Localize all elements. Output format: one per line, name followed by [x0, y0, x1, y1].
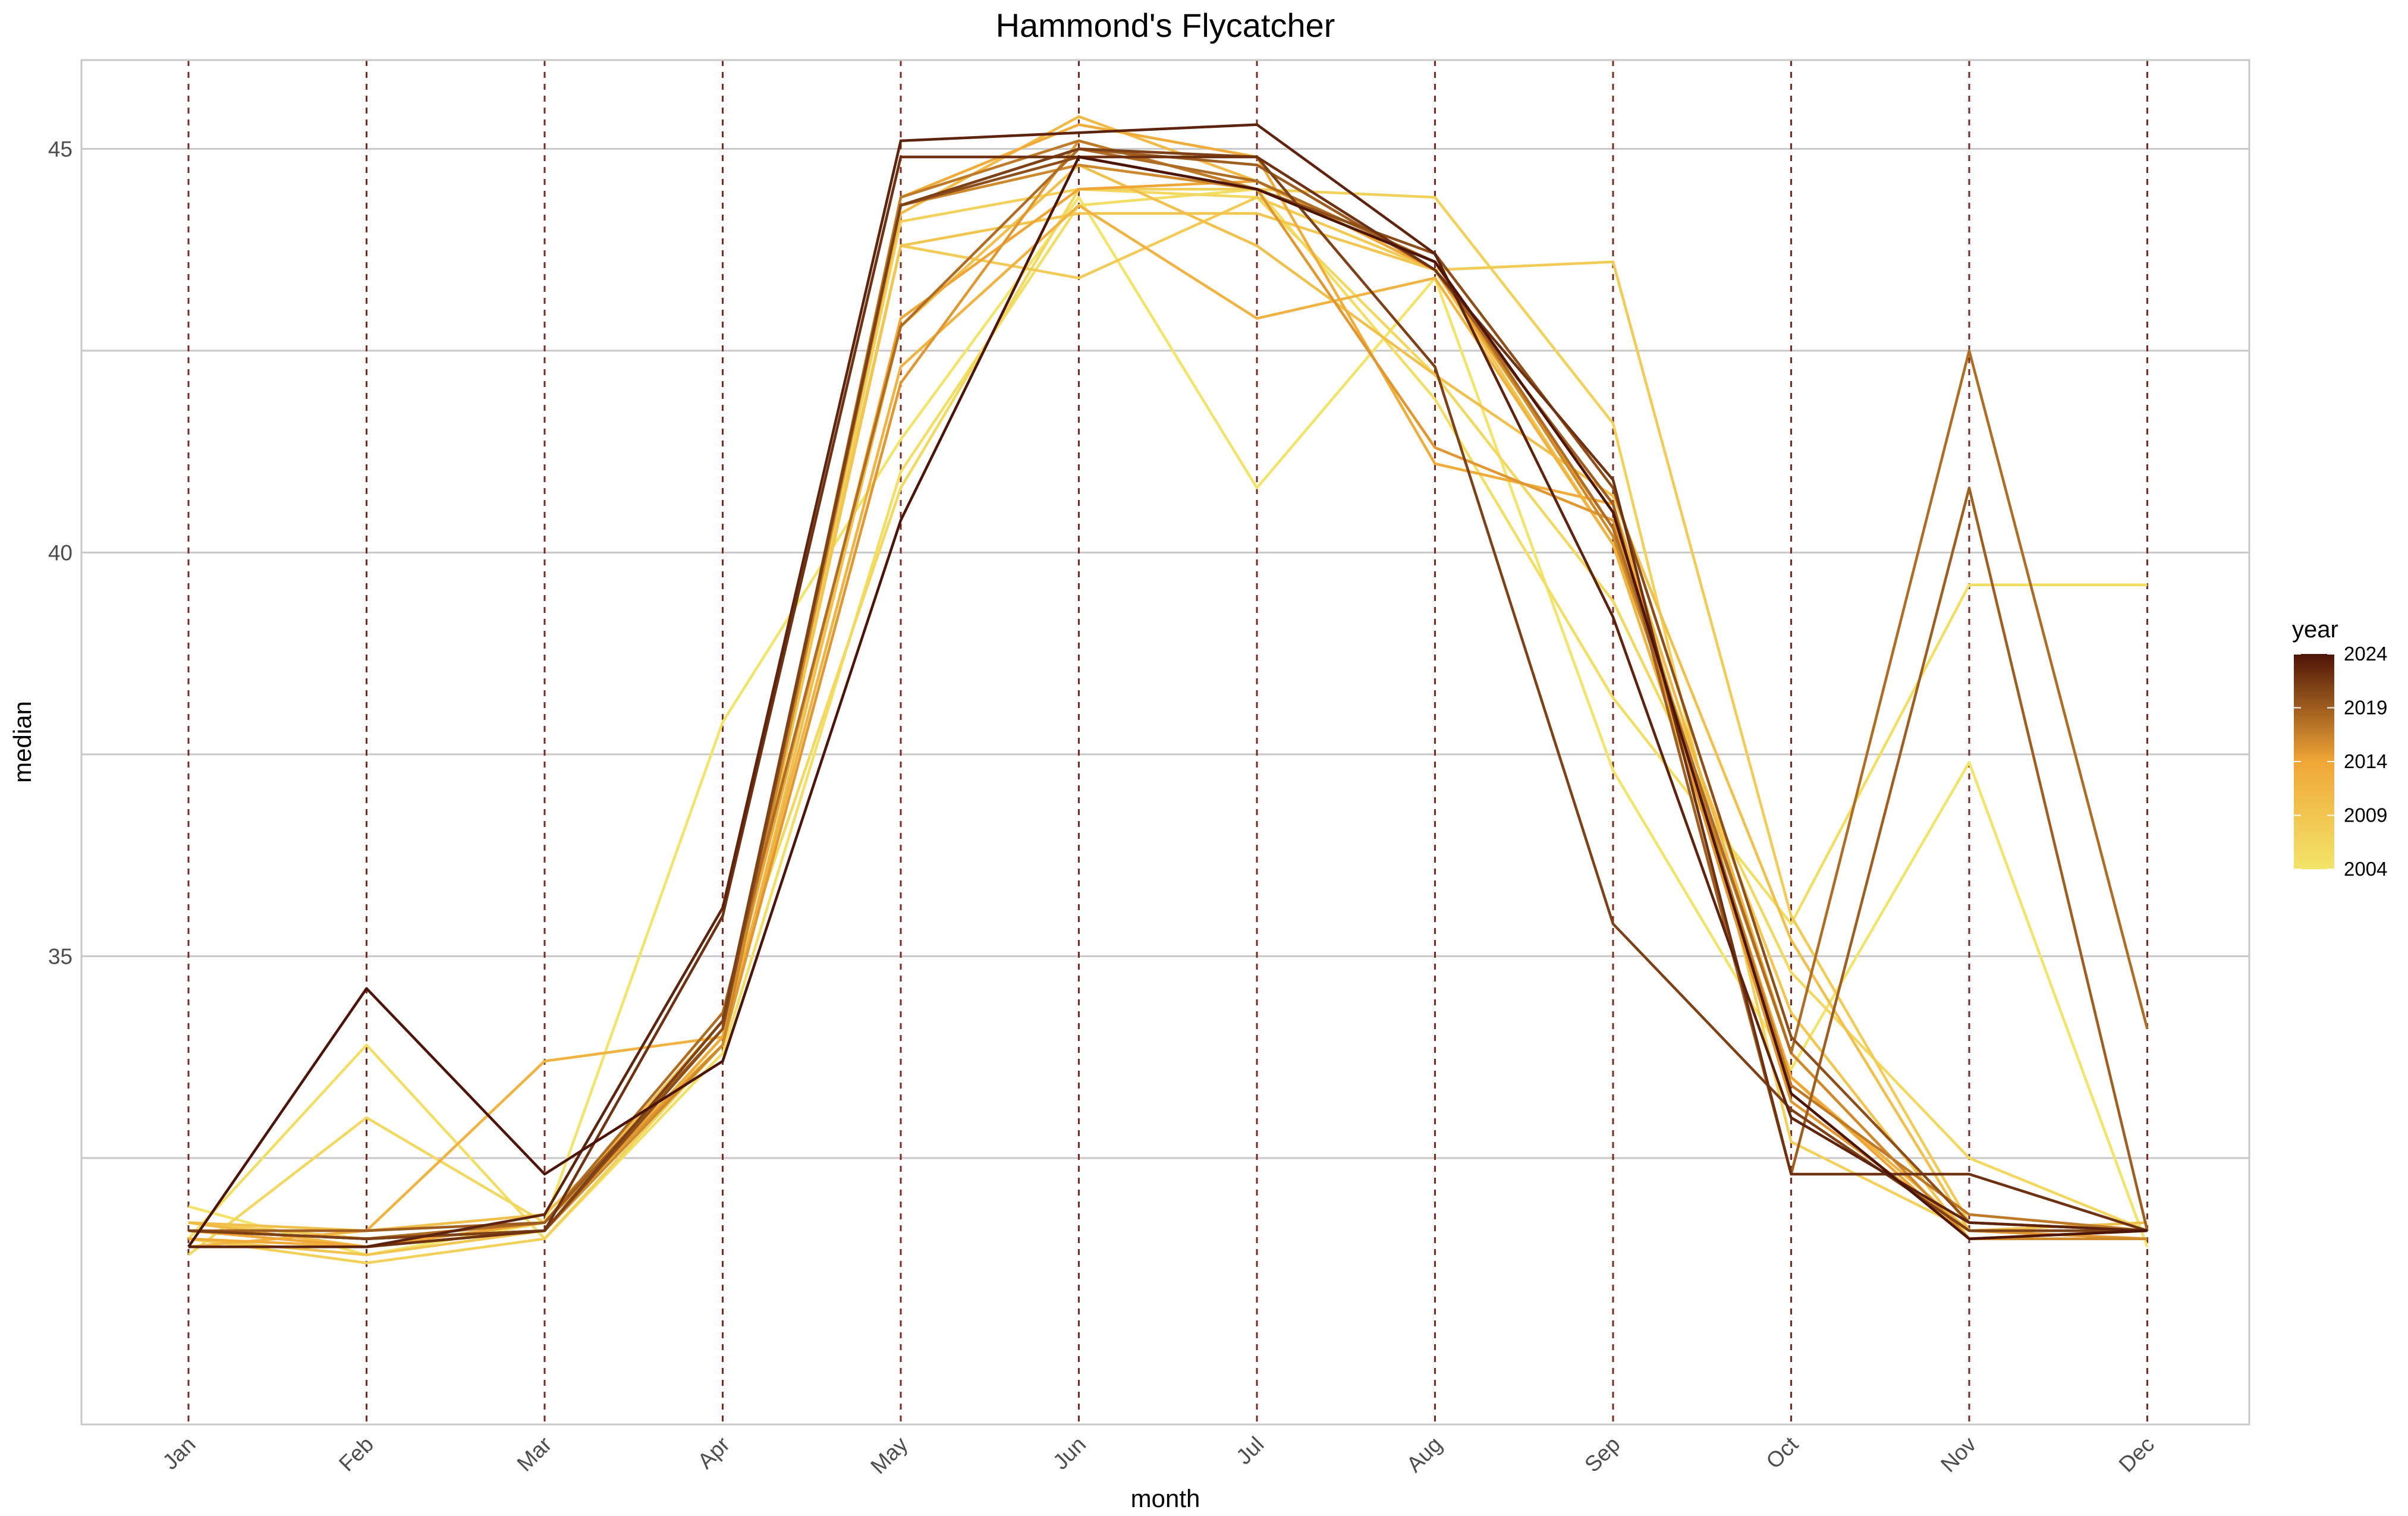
x-tick-label: Mar [513, 1432, 557, 1476]
x-tick-label: Jul [1231, 1432, 1268, 1469]
legend-tick-label: 2019 [2344, 697, 2387, 719]
series-line-2016 [188, 163, 2148, 1248]
legend-title: year [2292, 617, 2338, 643]
y-tick-label: 45 [48, 137, 73, 161]
series-line-2005 [187, 188, 2148, 1240]
x-tick-label: Jun [1048, 1432, 1090, 1474]
series-line-2018 [188, 147, 2149, 1240]
x-tick-label: Sep [1580, 1432, 1625, 1477]
series-lines [187, 115, 2149, 1265]
plot-panel-border [80, 59, 2250, 1426]
series-line-2013 [188, 123, 2148, 1248]
x-tick-label: Jan [158, 1432, 200, 1474]
series-line-2009 [188, 212, 2148, 1257]
x-tick-label: Apr [693, 1432, 734, 1474]
series-line-2011 [188, 115, 2148, 1248]
series-line-2021 [188, 147, 2148, 1240]
x-tick-label: Nov [1936, 1432, 1981, 1477]
month-reference-lines [187, 60, 2148, 1424]
series-line-2023 [188, 123, 2148, 1248]
x-tick-label: Oct [1761, 1432, 1803, 1473]
series-line-2022 [188, 155, 2148, 1248]
x-tick-label: Aug [1402, 1432, 1447, 1477]
y-tick-label: 35 [48, 944, 73, 968]
series-line-2010 [188, 163, 2148, 1232]
gridlines [81, 147, 2249, 1159]
legend: year 2024 2019 2014 2009 2004 [2292, 617, 2387, 880]
series-line-2019 [188, 147, 2149, 1232]
y-axis-ticks: 35 40 45 [48, 137, 73, 968]
x-axis-title: month [1131, 1484, 1200, 1512]
legend-tick-label: 2014 [2344, 750, 2387, 772]
x-tick-label: Dec [2114, 1432, 2159, 1477]
y-tick-label: 40 [48, 540, 73, 565]
series-line-2008 [188, 196, 2148, 1240]
series-line-2017 [188, 139, 2148, 1240]
legend-tick-label: 2024 [2344, 643, 2387, 665]
legend-tick-label: 2009 [2344, 804, 2387, 826]
legend-labels: 2024 2019 2014 2009 2004 [2294, 643, 2387, 880]
series-line-2024 [187, 155, 2148, 1248]
series-line-2015 [188, 139, 2148, 1240]
series-line-2006 [187, 188, 2148, 1256]
series-line-2004 [188, 196, 2149, 1257]
x-axis-ticks: Jan Feb Mar Apr May Jun Jul Aug Sep Oct Nov Dec [158, 1432, 2159, 1479]
chart-title: Hammond's Flycatcher [996, 7, 1335, 44]
y-axis-title: median [8, 701, 36, 783]
legend-tick-label: 2004 [2344, 858, 2387, 880]
series-line-2020 [188, 155, 2148, 1240]
x-tick-label: May [866, 1432, 913, 1479]
x-tick-label: Feb [334, 1432, 378, 1476]
series-line-2007 [188, 188, 2148, 1265]
